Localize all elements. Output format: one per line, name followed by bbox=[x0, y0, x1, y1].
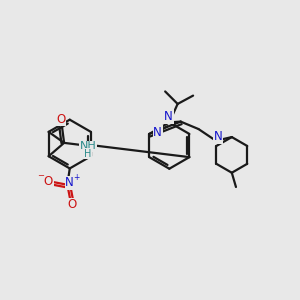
Text: N: N bbox=[214, 130, 223, 143]
Text: −: − bbox=[37, 171, 44, 180]
Text: +: + bbox=[74, 173, 80, 182]
Text: N: N bbox=[153, 126, 162, 139]
Text: NH: NH bbox=[80, 141, 96, 152]
Text: H: H bbox=[84, 148, 92, 159]
Text: N: N bbox=[164, 110, 173, 123]
Text: O: O bbox=[67, 199, 76, 212]
Text: O: O bbox=[56, 112, 66, 126]
Text: O: O bbox=[44, 175, 53, 188]
Text: N: N bbox=[65, 176, 74, 190]
